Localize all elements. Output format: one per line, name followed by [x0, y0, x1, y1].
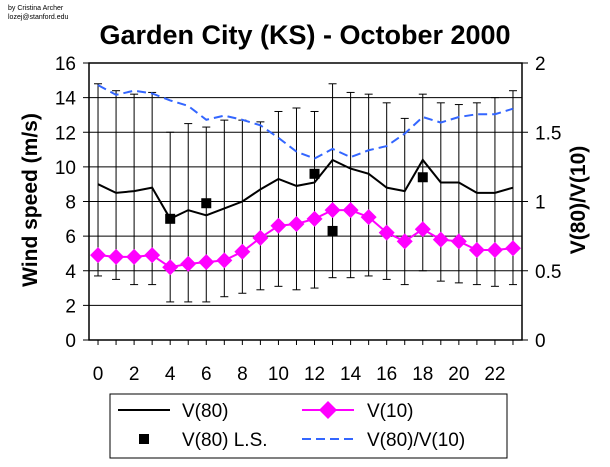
v10-diamond-marker — [198, 254, 215, 271]
v10-diamond-marker — [234, 243, 251, 260]
v10-diamond-marker — [108, 248, 125, 265]
v10-diamond-marker — [342, 202, 359, 219]
credit-line-2: lozej@stanford.edu — [8, 14, 69, 21]
x-tick-label: 18 — [412, 364, 433, 385]
x-tick-label: 2 — [129, 364, 140, 385]
y-axis-left-label: Wind speed (m/s) — [19, 113, 42, 287]
legend-v80-label: V(80) — [182, 401, 228, 422]
y2-tick-label: 0 — [535, 331, 546, 352]
chart-title: Garden City (KS) - October 2000 — [99, 20, 510, 50]
v10-diamond-marker — [216, 252, 233, 269]
v80-ls-square-marker — [417, 172, 428, 183]
y2-tick-label: 1 — [535, 193, 546, 214]
y-tick-label: 0 — [65, 331, 76, 352]
v10-diamond-marker — [144, 247, 161, 264]
y-tick-label: 12 — [55, 123, 76, 144]
legend: V(80) V(10) V(80) L.S. V(80)/V(10) — [109, 393, 508, 459]
y-axis-left-ticks: 0 2 4 6 8 10 12 14 16 — [55, 54, 89, 352]
y-tick-label: 8 — [65, 193, 76, 214]
x-axis-ticks: 0 2 4 6 8 10 12 14 16 18 20 22 — [93, 340, 514, 385]
y-tick-label: 16 — [55, 54, 76, 75]
x-tick-label: 10 — [268, 364, 289, 385]
v10-diamond-marker — [450, 233, 467, 250]
x-tick-label: 8 — [237, 364, 248, 385]
x-tick-label: 6 — [201, 364, 212, 385]
credit-line-1: by Cristina Archer — [8, 5, 64, 12]
v10-diamond-marker — [270, 217, 287, 234]
y-tick-label: 6 — [65, 227, 76, 248]
v10-diamond-marker — [396, 233, 413, 250]
v10-diamond-marker — [378, 224, 395, 241]
v80-ls-square-marker — [165, 213, 176, 224]
y-tick-label: 2 — [65, 296, 76, 317]
v10-diamond-marker — [306, 210, 323, 227]
series-ratio-line — [97, 84, 514, 160]
v10-diamond-marker — [468, 241, 485, 258]
x-tick-label: 0 — [93, 364, 104, 385]
legend-box — [109, 393, 508, 459]
grid — [89, 97, 522, 306]
y2-tick-label: 1.5 — [535, 123, 561, 144]
series-v10-line — [97, 209, 514, 269]
v10-diamond-marker — [414, 221, 431, 238]
series-layer — [90, 84, 521, 276]
legend-v10-label: V(10) — [367, 401, 413, 422]
error-bars — [94, 83, 517, 303]
y-tick-label: 14 — [55, 89, 77, 110]
series-v80-line — [97, 158, 514, 221]
v10-diamond-marker — [360, 209, 377, 226]
v10-diamond-marker — [180, 255, 197, 272]
credit-block: by Cristina Archer lozej@stanford.edu — [8, 5, 69, 21]
v10-diamond-marker — [504, 240, 521, 257]
v10-diamond-marker — [126, 248, 143, 265]
v80-ls-square-marker — [327, 225, 338, 236]
legend-ratio-label: V(80)/V(10) — [367, 430, 465, 451]
y-axis-right-ticks: 0 0.5 1 1.5 2 — [522, 54, 561, 352]
v10-diamond-marker — [252, 229, 269, 246]
y-tick-label: 10 — [55, 158, 76, 179]
x-tick-label: 22 — [484, 364, 505, 385]
v10-diamond-marker — [486, 241, 503, 258]
v10-diamond-marker — [162, 259, 179, 276]
v80-ls-square-marker — [309, 168, 320, 179]
v10-diamond-marker — [324, 202, 341, 219]
x-tick-label: 20 — [448, 364, 469, 385]
x-tick-label: 16 — [376, 364, 397, 385]
y-tick-label: 4 — [65, 262, 76, 283]
y2-tick-label: 0.5 — [535, 262, 561, 283]
v80-ls-square-marker — [201, 198, 212, 209]
v10-diamond-marker — [432, 231, 449, 248]
x-tick-label: 12 — [304, 364, 325, 385]
x-tick-label: 4 — [165, 364, 176, 385]
y-axis-right-label: V(80)/V(10) — [567, 146, 590, 255]
legend-v80ls-label: V(80) L.S. — [182, 430, 268, 451]
y2-tick-label: 2 — [535, 54, 546, 75]
v10-diamond-marker — [90, 247, 107, 264]
legend-v10-diamond — [319, 401, 337, 419]
legend-v80ls-square — [139, 434, 149, 444]
v10-diamond-marker — [288, 216, 305, 233]
x-tick-label: 14 — [340, 364, 362, 385]
